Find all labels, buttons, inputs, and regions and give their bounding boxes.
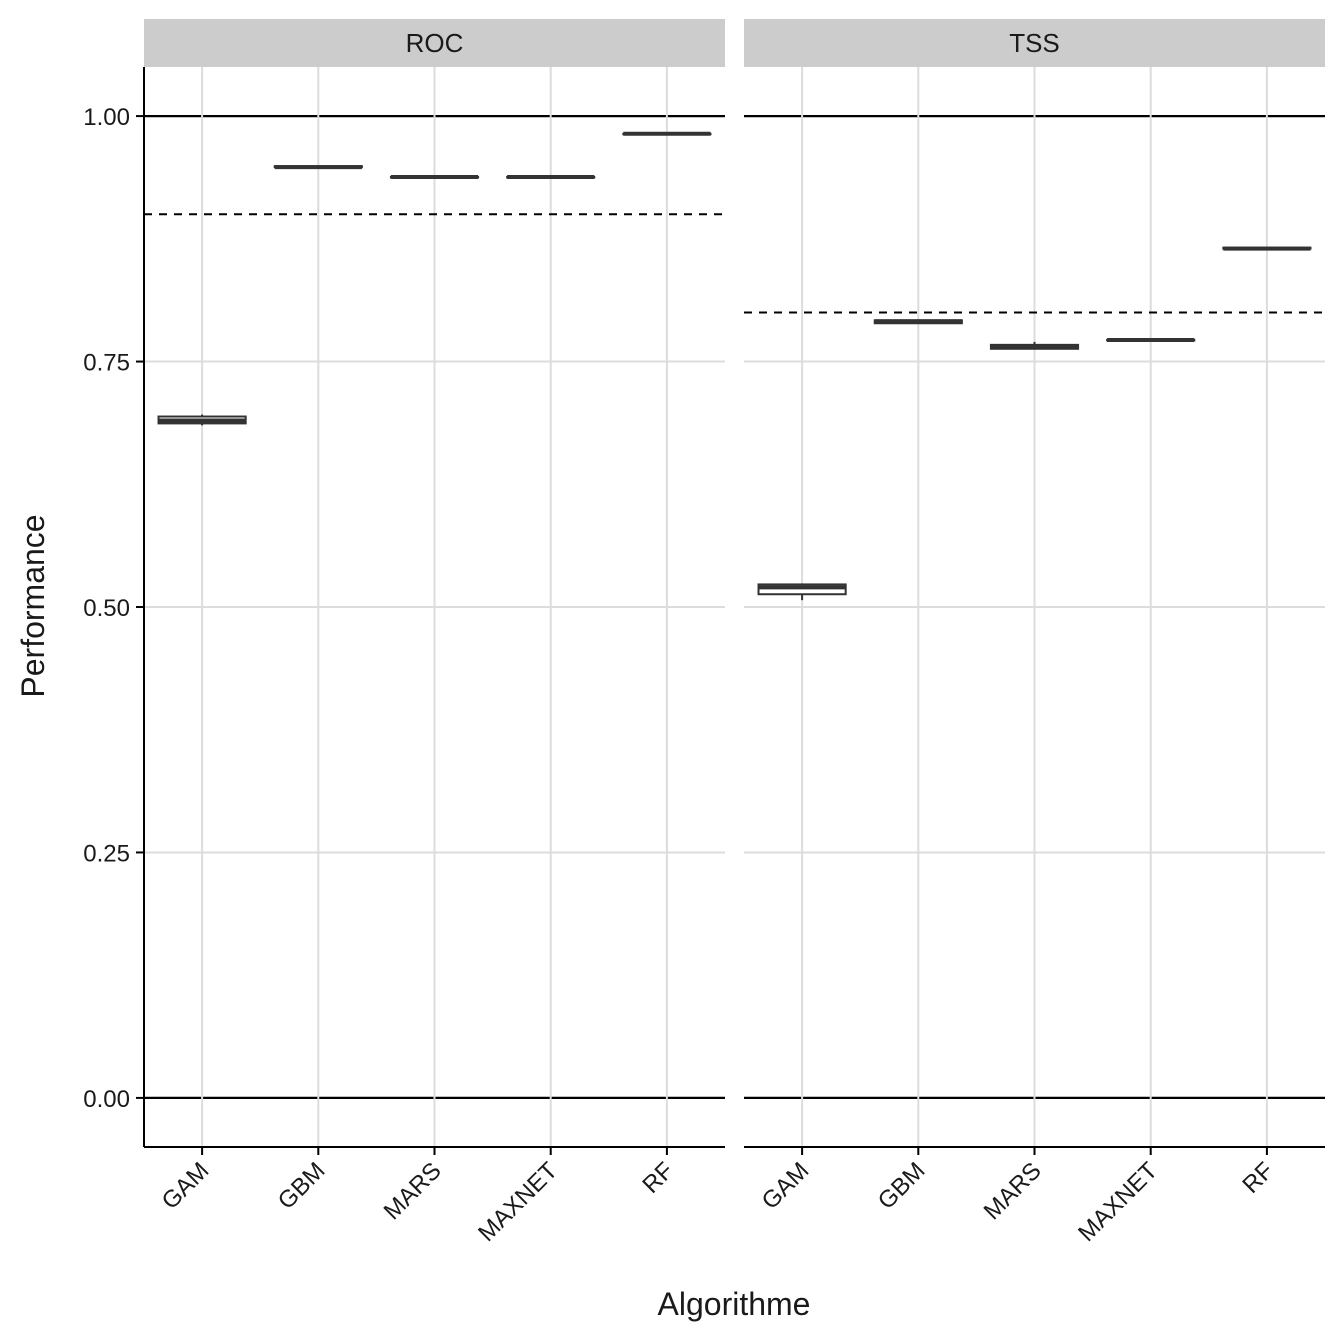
box-gam [157,414,247,426]
y-tick-label: 0.75 [83,350,130,377]
panel-roc: ROC GAM GBM MARS MAXNET RF [144,19,725,1247]
box-gbm [273,165,363,170]
box-gbm [873,319,963,325]
box-maxnet [506,174,596,179]
box-mars [989,341,1080,350]
y-tick-label: 0.50 [83,595,130,622]
x-tick-label: RF [1237,1157,1279,1199]
y-axis: 0.00 0.25 0.50 0.75 1.00 [83,67,145,1147]
x-tick-label: GBM [273,1157,331,1215]
box-rf [1222,246,1312,251]
box-rf [622,131,712,136]
x-tick-label: MAXNET [473,1157,563,1247]
x-tick-label: MARS [979,1157,1047,1225]
x-tick-label: GBM [873,1157,931,1215]
strip-label: TSS [1009,28,1060,58]
x-axis-title: Algorithme [658,1286,811,1322]
box-gam [757,583,847,601]
y-tick-label: 0.00 [83,1086,130,1113]
y-tick-label: 0.25 [83,840,130,867]
x-tick-label: RF [637,1157,679,1199]
y-axis-title: Performance [15,514,51,697]
facet-panels: ROC GAM GBM MARS MAXNET RF TSS GAM GBM MARS MAXNET… [144,19,1325,1247]
box-maxnet [1106,337,1196,342]
y-tick-label: 1.00 [83,104,130,131]
x-tick-label: MARS [379,1157,447,1225]
x-tick-label: GAM [757,1157,815,1215]
strip-background [144,19,725,67]
panel-tss: TSS GAM GBM MARS MAXNET RF [744,19,1325,1247]
box-mars [389,174,480,179]
x-tick-label: MAXNET [1073,1157,1163,1247]
strip-background [744,19,1325,67]
strip-label: ROC [406,28,464,58]
x-tick-label: GAM [157,1157,215,1215]
